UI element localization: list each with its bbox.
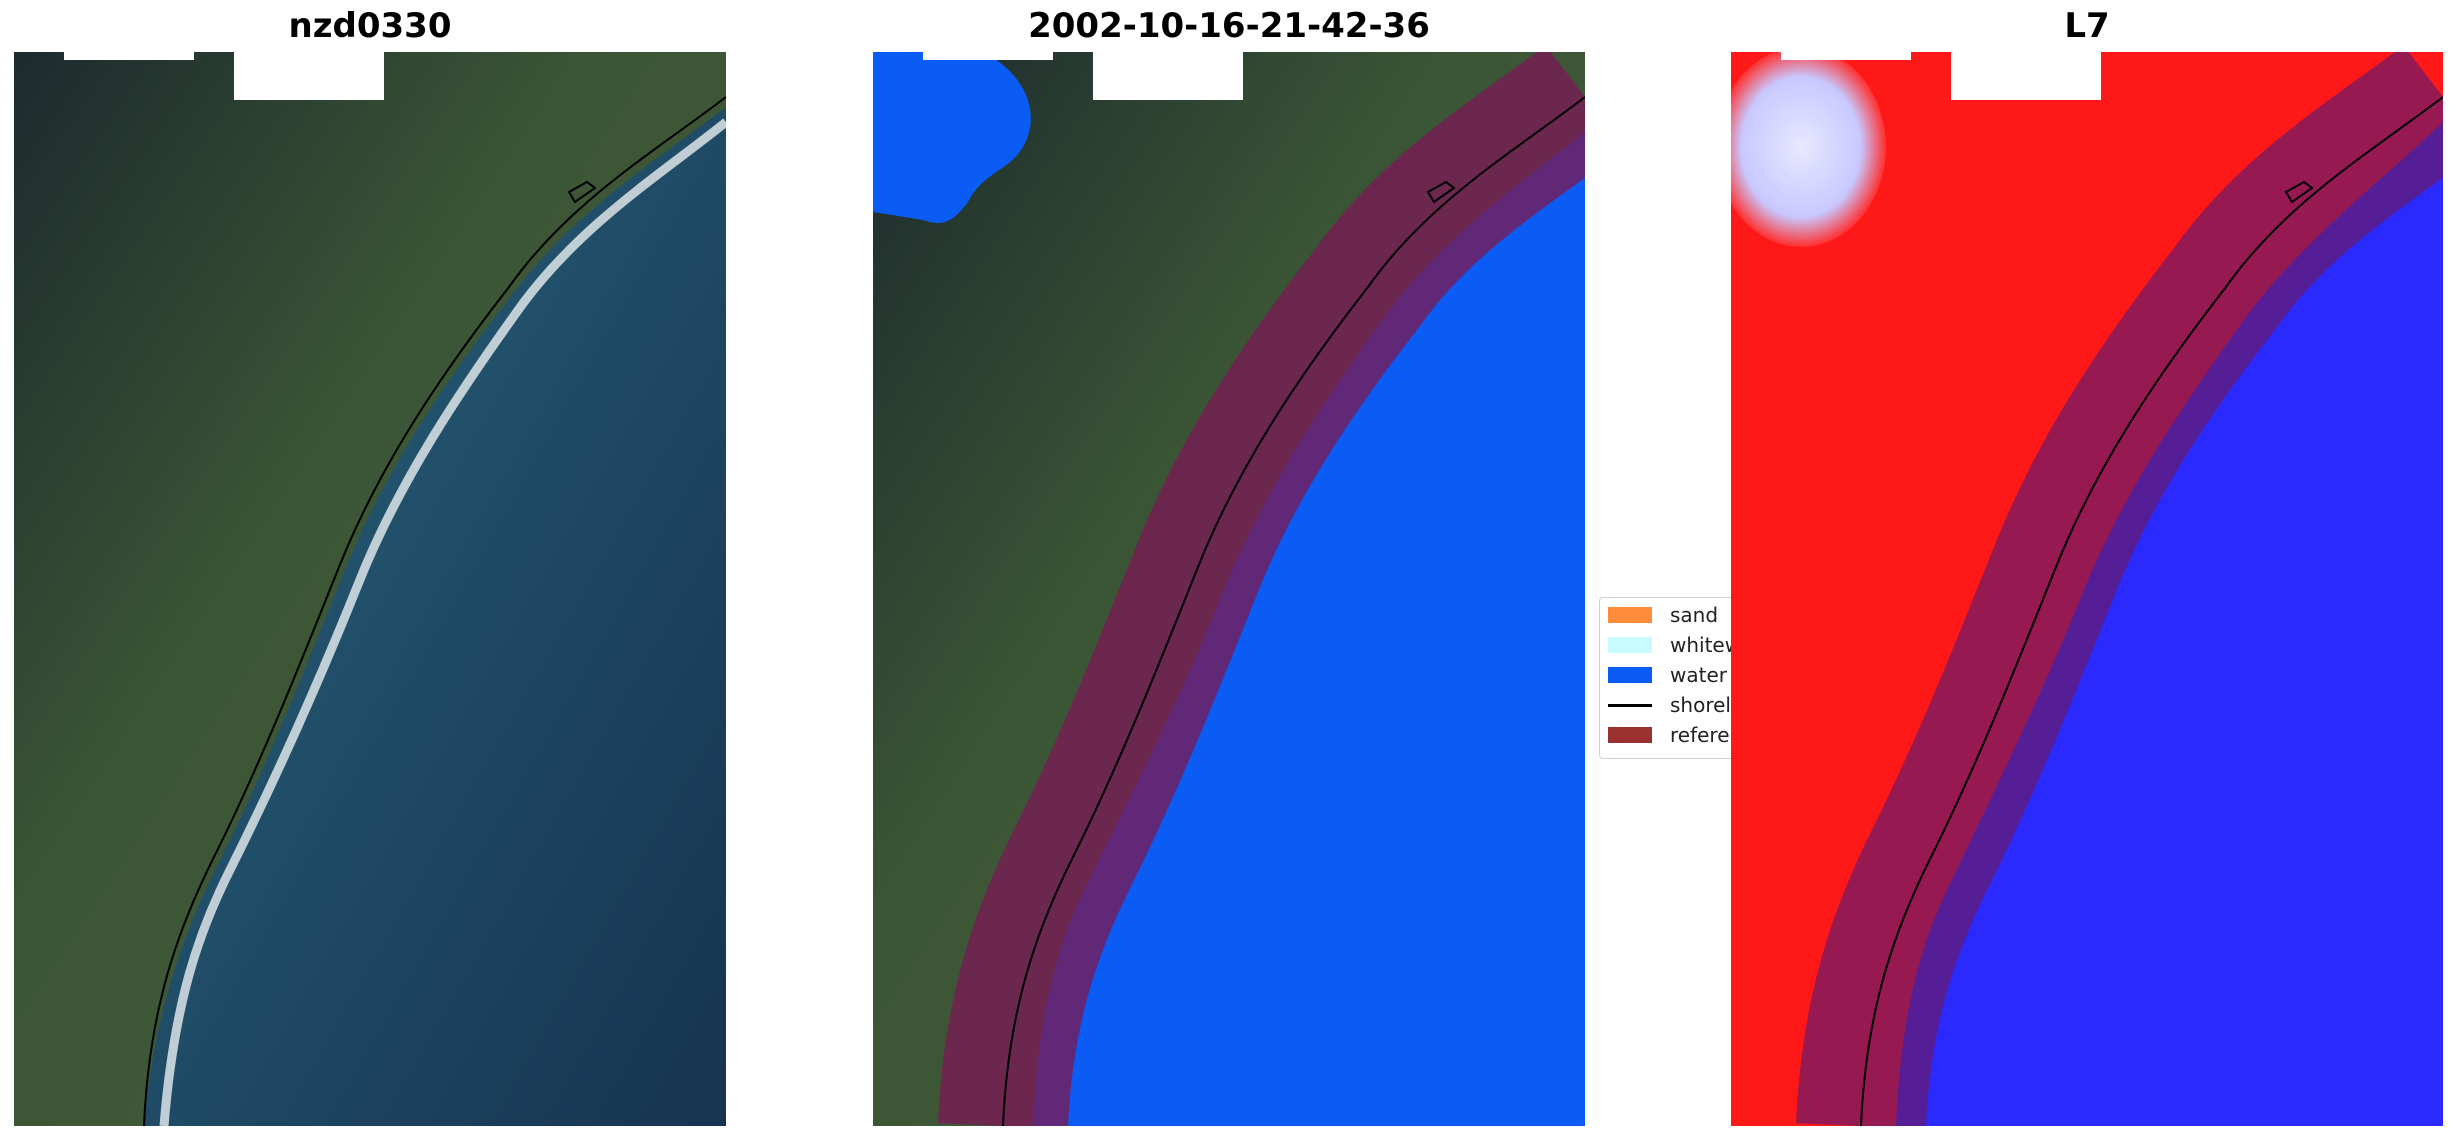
nodata-notch — [234, 52, 384, 100]
nodata-notch — [1781, 52, 1911, 60]
surf-line — [159, 118, 726, 1126]
nodata-notch — [1093, 52, 1243, 100]
shoreline-island — [2284, 180, 2314, 204]
shoreline-contour — [1002, 96, 1585, 1126]
water-class — [1033, 132, 1585, 1126]
rgb-image-panel — [14, 52, 726, 1126]
shoreline-island — [567, 180, 597, 204]
reference-swatch — [1608, 727, 1652, 743]
nodata-notch — [923, 52, 1053, 60]
classified-image — [873, 52, 1585, 1126]
water-index — [1896, 122, 2443, 1126]
shoreline-contour — [1860, 96, 2443, 1126]
bright-land-patch — [1731, 52, 1886, 247]
index-image-panel — [1731, 52, 2443, 1126]
classified-image-panel — [873, 52, 1585, 1126]
water-class-lake — [873, 52, 1031, 223]
whitewater-swatch — [1608, 637, 1652, 653]
sea-area — [144, 107, 726, 1126]
rgb-image — [14, 52, 726, 1126]
legend-label: sand — [1670, 603, 1719, 627]
nodata-notch — [1951, 52, 2101, 100]
legend-item-sand: sand — [1608, 602, 1718, 628]
shoreline-line-swatch — [1608, 703, 1652, 707]
nodata-notch — [64, 52, 194, 60]
legend-label: water — [1670, 663, 1727, 687]
shoreline-island — [1426, 180, 1456, 204]
shoreline-contour — [143, 96, 726, 1126]
panel-title-rgb: nzd0330 — [288, 6, 452, 46]
legend-item-water: water — [1608, 662, 1727, 688]
index-image — [1731, 52, 2443, 1126]
panel-title-classified: 2002-10-16-21-42-36 — [1028, 6, 1430, 46]
water-swatch — [1608, 667, 1652, 683]
sand-swatch — [1608, 607, 1652, 623]
panel-title-index: L7 — [2064, 6, 2110, 46]
